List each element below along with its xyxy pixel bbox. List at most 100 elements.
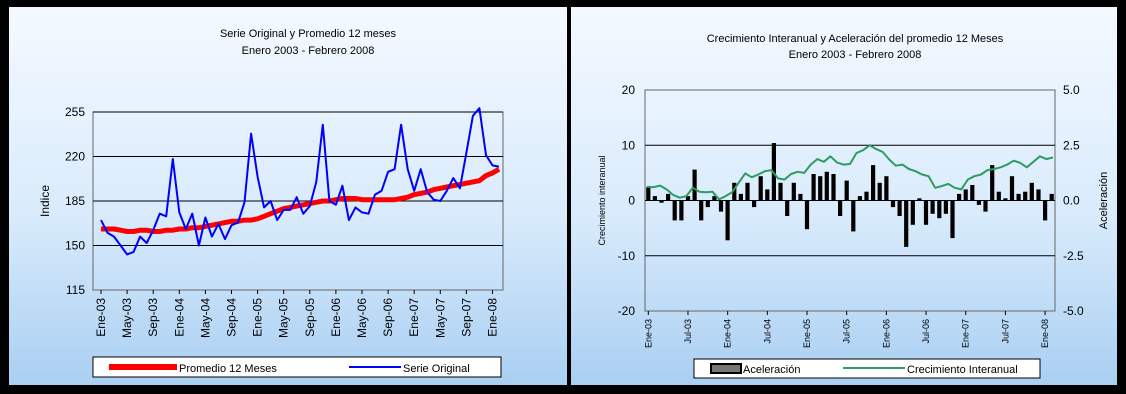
bar-aceleracion [652, 196, 657, 201]
x-tick-label: Jul-04 [762, 319, 772, 344]
bar-aceleracion [685, 196, 691, 201]
bar-aceleracion [1009, 176, 1015, 201]
bar-aceleracion [752, 200, 757, 208]
chart-panel-left: Serie Original y Promedio 12 meses Enero … [9, 7, 567, 385]
bar-aceleracion [963, 189, 968, 201]
bar-aceleracion [917, 198, 922, 201]
x-tick-label: May-05 [277, 298, 291, 338]
y-tick-label: 115 [66, 283, 85, 297]
bar-aceleracion [1036, 189, 1041, 201]
figure-stage: Serie Original y Promedio 12 meses Enero … [9, 7, 1117, 385]
bar-aceleracion [890, 200, 896, 208]
bar-aceleracion [897, 200, 902, 216]
bar-aceleracion [990, 165, 995, 201]
y-right-tick-label: 5.0 [1063, 83, 1080, 97]
x-tick-label: Ene-08 [1040, 319, 1050, 348]
chart-subtitle: Enero 2003 - Febrero 2008 [789, 49, 922, 61]
bar-aceleracion [943, 200, 948, 214]
bar-aceleracion [765, 189, 770, 201]
bar-aceleracion [1023, 191, 1028, 201]
y-tick-label: 185 [65, 194, 85, 208]
x-tick-label: Ene-04 [723, 319, 733, 348]
x-tick-label: Ene-05 [802, 319, 812, 348]
bar-aceleracion [646, 187, 651, 201]
chart-title: Crecimiento Interanual y Aceleración del… [707, 33, 1004, 45]
y-left-tick-label: -10 [618, 249, 636, 263]
y-right-tick-label: -2.5 [1063, 249, 1084, 263]
series-line-serie-original [100, 107, 500, 256]
bar-aceleracion [679, 200, 684, 221]
chart-title: Serie Original y Promedio 12 meses [220, 28, 397, 40]
bar-aceleracion [1043, 200, 1048, 221]
bar-aceleracion [1029, 182, 1034, 201]
y-right-axis-label: Aceleración [1098, 172, 1110, 229]
bar-aceleracion [1016, 193, 1021, 201]
bar-aceleracion [692, 169, 697, 201]
legend: Promedio 12 Meses Serie Original [92, 356, 502, 378]
x-tick-label: Jul-06 [921, 319, 931, 344]
bar-aceleracion [738, 193, 743, 201]
bar-aceleracion [857, 196, 862, 201]
bar-aceleracion [699, 200, 704, 221]
legend: Aceleración Crecimiento Interanual [693, 358, 1041, 379]
bar-aceleracion [877, 182, 882, 201]
chart-subtitle: Enero 2003 - Febrero 2008 [242, 45, 375, 57]
x-tick-label: Jul-07 [1000, 319, 1010, 344]
bar-aceleracion [871, 165, 876, 201]
x-tick-label: Sep-07 [459, 298, 473, 337]
y-tick-label: 255 [65, 105, 85, 119]
x-tick-label: Sep-05 [303, 298, 317, 337]
y-left-tick-label: 10 [622, 138, 636, 152]
bar-aceleracion [811, 174, 816, 201]
y-left-tick-label: -20 [618, 304, 636, 318]
x-tick-label: May-03 [120, 298, 134, 338]
bar-aceleracion [976, 200, 981, 205]
bar-aceleracion [718, 200, 724, 212]
y-tick-label: 220 [65, 150, 85, 164]
bar-aceleracion [666, 193, 671, 201]
bar-aceleracion [712, 196, 717, 201]
x-tick-label: Ene-04 [172, 298, 186, 337]
bar-aceleracion [785, 200, 790, 216]
bar-aceleracion [1049, 193, 1054, 201]
bar-aceleracion [672, 200, 677, 221]
chart-crecimiento-aceleracion: Crecimiento Interanual y Aceleración del… [597, 33, 1110, 379]
bar-aceleracion [725, 200, 730, 241]
bar-aceleracion [831, 174, 836, 201]
legend-box [92, 356, 502, 378]
bar-aceleracion [778, 182, 783, 201]
x-tick-label: Ene-07 [961, 319, 971, 348]
bar-aceleracion [804, 200, 810, 230]
bar-aceleracion [904, 200, 909, 247]
bar-aceleracion [791, 182, 796, 201]
x-tick-label: May-07 [433, 298, 447, 338]
legend-label-promedio: Promedio 12 Meses [179, 363, 277, 375]
y-left-axis-label: Crecimiento interanual [597, 155, 607, 245]
x-tick-label: Ene-08 [485, 298, 499, 337]
bar-aceleracion [970, 185, 975, 201]
bar-aceleracion [844, 180, 849, 201]
bar-aceleracion [1003, 198, 1008, 201]
x-tick-label: Jul-05 [842, 319, 852, 344]
y-axis-label: Indice [38, 185, 52, 217]
x-tick-label: Sep-06 [381, 298, 395, 337]
bar-aceleracion [930, 200, 935, 214]
series-line-crecimiento [646, 144, 1054, 201]
x-tick-label: Ene-05 [251, 298, 265, 337]
bar-aceleracion [818, 176, 823, 201]
bar-aceleracion [923, 200, 929, 225]
y-right-tick-label: 2.5 [1063, 138, 1080, 152]
bar-aceleracion [864, 191, 869, 201]
bar-aceleracion [705, 200, 710, 208]
bar-aceleracion [732, 182, 737, 201]
y-right-tick-label: -5.0 [1063, 304, 1084, 318]
legend-label-aceleracion: Aceleración [743, 364, 800, 376]
bar-aceleracion [838, 200, 843, 216]
bar-aceleracion [950, 200, 955, 239]
bar-aceleracion [910, 200, 915, 225]
y-right-tick-label: 0.0 [1063, 194, 1080, 208]
bar-aceleracion [851, 200, 856, 232]
x-tick-label: Ene-03 [94, 298, 108, 337]
x-tick-label: Jul-03 [683, 319, 693, 344]
